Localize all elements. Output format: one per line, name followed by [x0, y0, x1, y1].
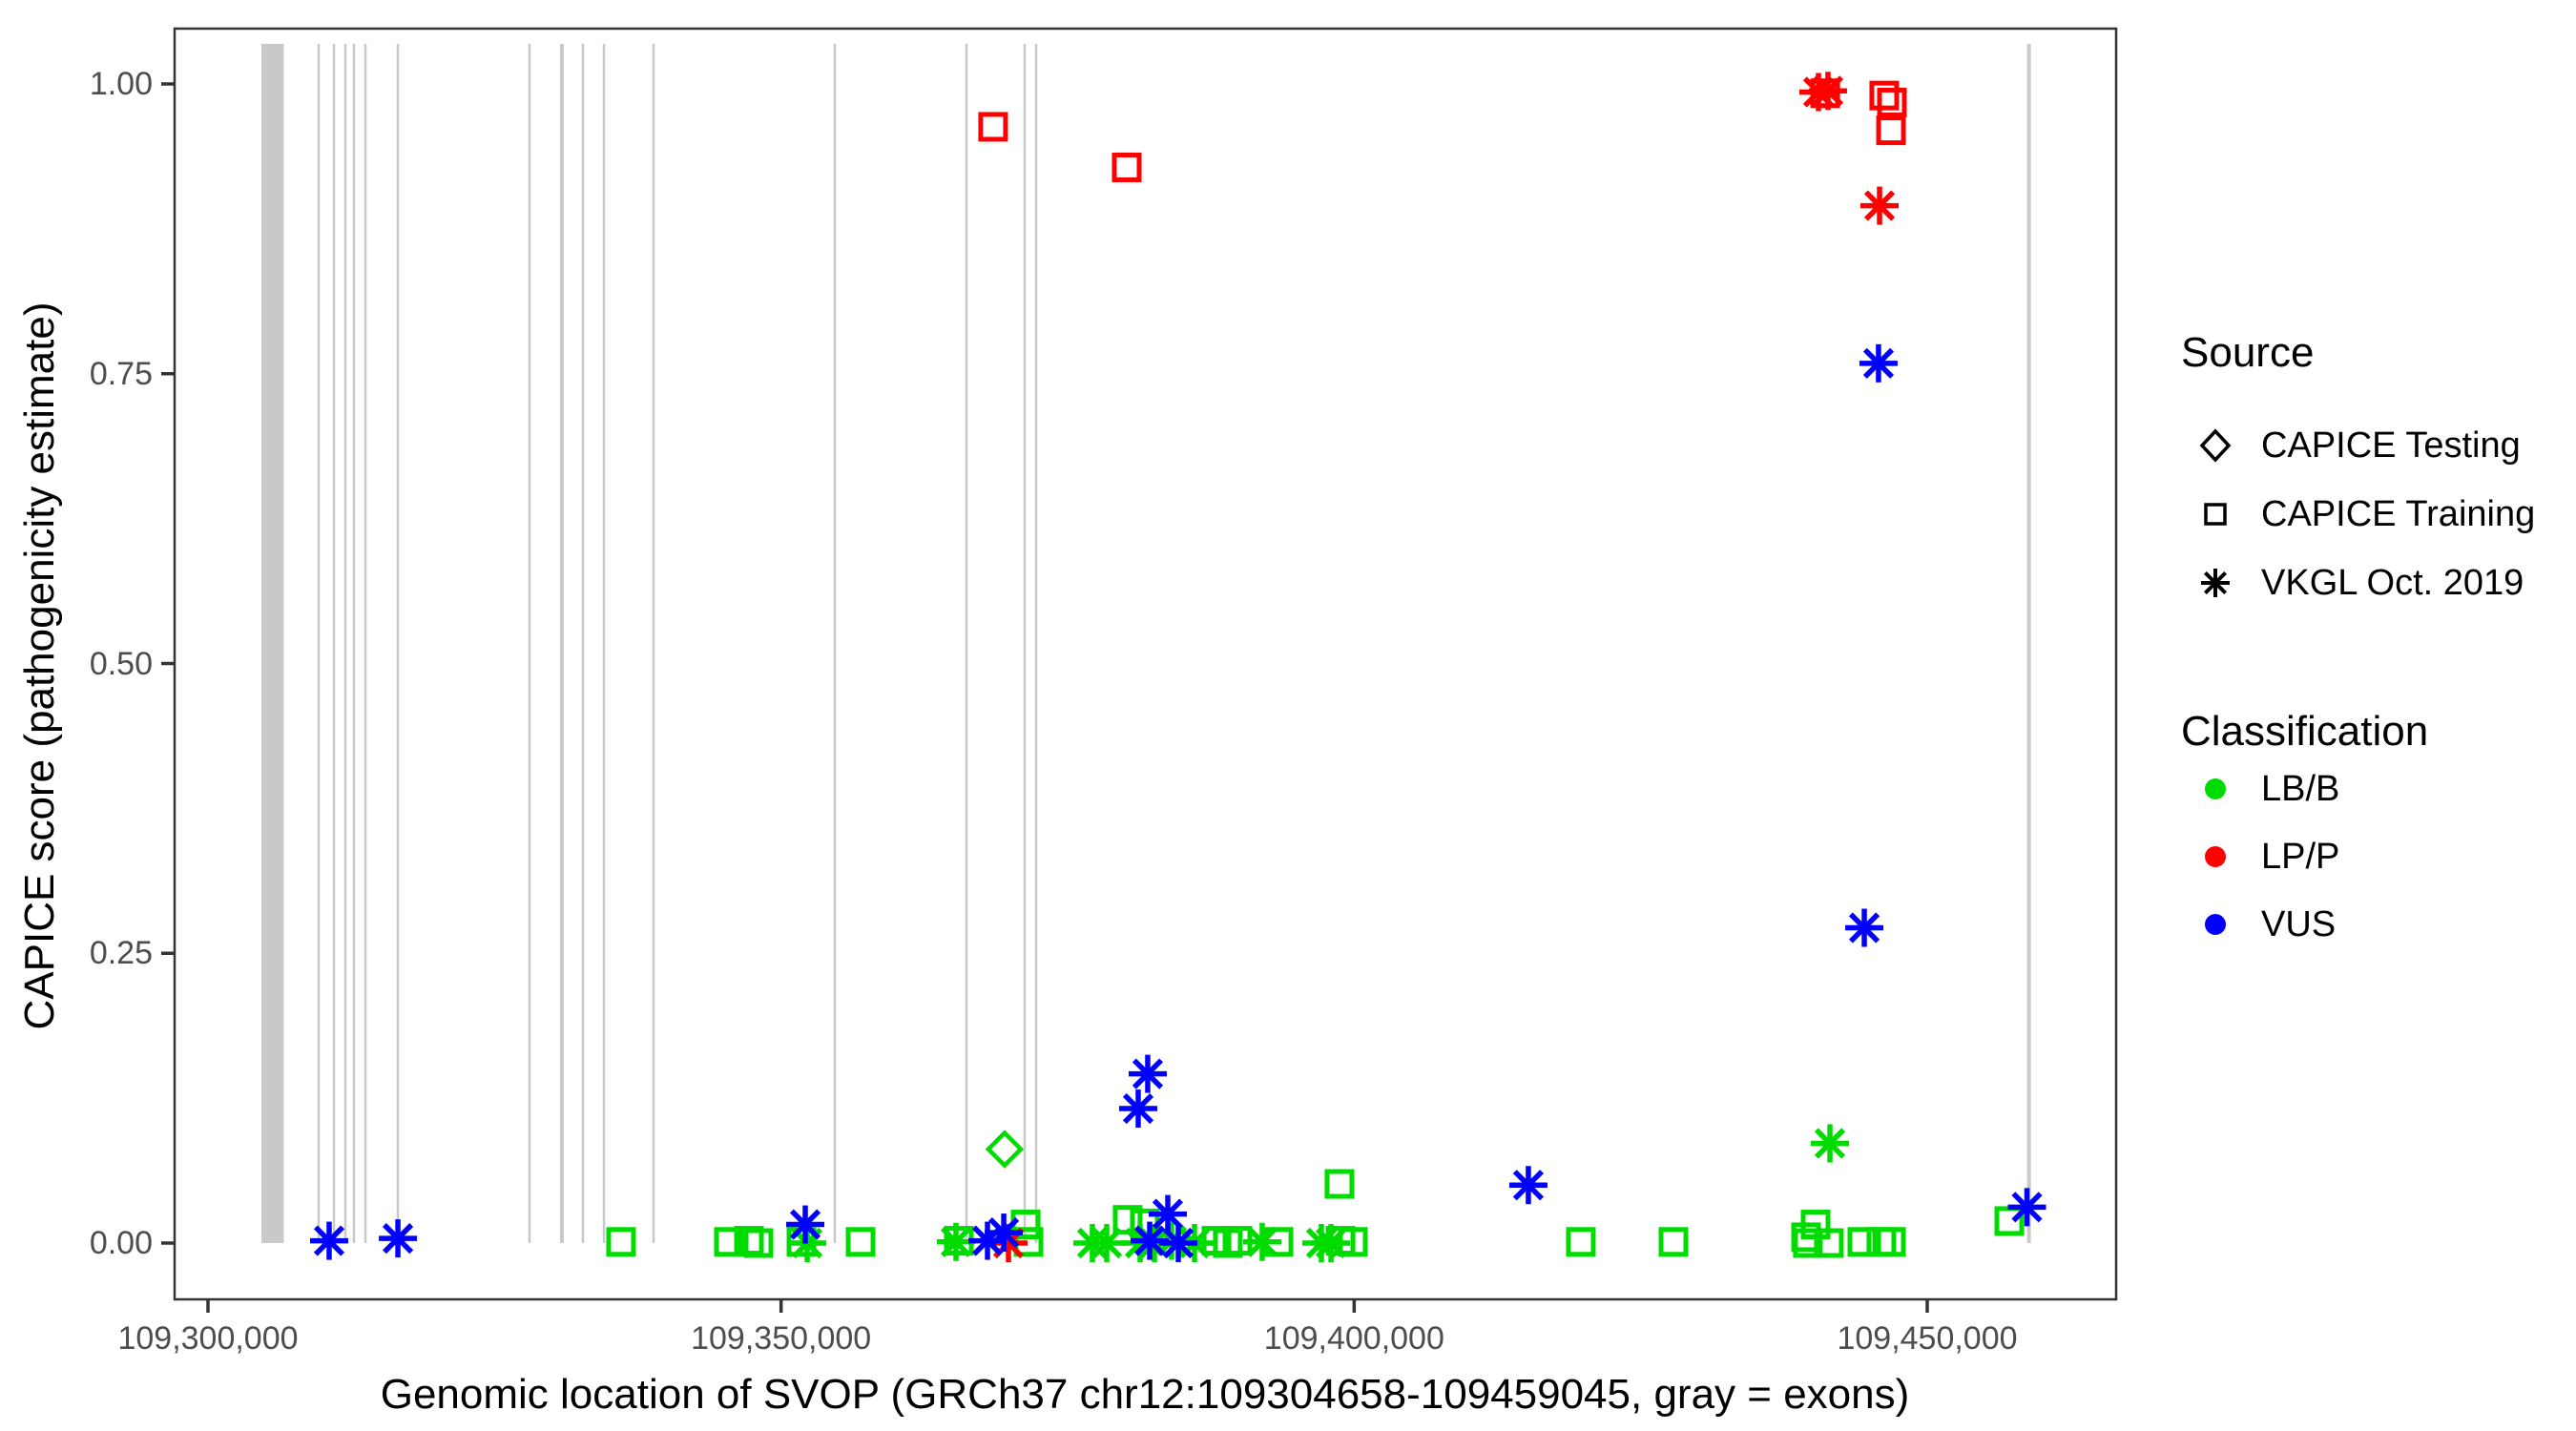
data-point-marker	[606, 1227, 636, 1257]
x-axis-tick-label: 109,350,000	[691, 1320, 872, 1357]
data-point-marker	[1133, 1225, 1166, 1256]
data-point-marker	[1152, 1198, 1184, 1230]
data-point-marker	[313, 1225, 345, 1256]
data-point-marker	[1162, 1227, 1195, 1259]
data-point-marker	[1122, 1092, 1154, 1125]
y-axis-tick-label: 0.75	[89, 355, 153, 392]
legend-source-item-capice-testing: CAPICE Testing	[2194, 411, 2521, 480]
data-point-marker	[1876, 1227, 1906, 1257]
color-dot-icon	[2205, 914, 2226, 935]
data-point-marker	[1814, 1128, 1846, 1159]
data-point-marker	[1812, 75, 1844, 107]
data-point-marker	[1863, 190, 1896, 221]
exon-segment	[352, 44, 356, 1243]
data-point-marker	[1246, 1226, 1278, 1257]
data-point-marker	[743, 1228, 774, 1258]
legend-source-item-vkgl-oct-2019: VKGL Oct. 2019	[2194, 549, 2524, 617]
legend-source-title: Source	[2181, 329, 2315, 376]
data-point-marker	[1793, 1228, 1823, 1258]
exon-segment	[1034, 44, 1038, 1243]
legend-item-label: LP/P	[2261, 836, 2340, 877]
data-point-marker	[1566, 1227, 1596, 1257]
data-point-marker	[987, 1216, 1020, 1249]
exon-segment	[343, 44, 347, 1243]
exon-segment	[528, 44, 531, 1243]
data-point-marker	[1847, 1227, 1878, 1257]
exon-segment	[332, 44, 336, 1243]
diamond-icon	[2199, 428, 2232, 463]
exon-segment	[965, 44, 968, 1243]
data-point-marker	[789, 1209, 821, 1240]
data-point-marker	[1111, 152, 1142, 182]
data-point-marker	[2011, 1192, 2043, 1223]
exon-segment	[602, 44, 606, 1243]
legend-item-label: CAPICE Testing	[2261, 425, 2521, 466]
data-point-marker	[1315, 1227, 1347, 1259]
square-icon	[2204, 503, 2227, 526]
legend-item-label: VUS	[2261, 903, 2337, 944]
x-axis-tick-label: 109,300,000	[117, 1320, 299, 1357]
exon-segment	[581, 44, 585, 1243]
data-point-marker	[382, 1223, 414, 1255]
exon-segment	[396, 44, 400, 1243]
data-point-marker	[1512, 1170, 1545, 1201]
exon-segment	[1023, 44, 1027, 1243]
data-point-marker	[1814, 1228, 1844, 1258]
data-point-marker	[714, 1227, 744, 1257]
data-point-marker	[1658, 1227, 1689, 1257]
y-axis-tick-label: 0.50	[89, 645, 153, 682]
data-point-marker	[1848, 912, 1880, 944]
y-axis-tick-label: 0.25	[89, 935, 153, 972]
data-point-marker	[1994, 1206, 2025, 1236]
data-point-marker	[978, 112, 1008, 142]
x-axis-tick-label: 109,400,000	[1263, 1320, 1444, 1357]
legend-item-label: LB/B	[2261, 768, 2340, 809]
legend-classification-item-lb-b: LB/B	[2194, 755, 2339, 823]
exon-segment	[2026, 44, 2031, 1243]
x-axis-tick-label: 109,450,000	[1837, 1320, 2018, 1357]
data-point-marker	[1091, 1227, 1123, 1259]
data-point-marker	[1869, 80, 1900, 111]
exon-segment	[560, 44, 564, 1243]
exon-segment	[364, 44, 367, 1243]
data-point-marker	[1862, 347, 1895, 379]
data-point-marker	[985, 1130, 1025, 1169]
legend-classification-item-vus: VUS	[2194, 890, 2336, 959]
x-axis-title: Genomic location of SVOP (GRCh37 chr12:1…	[380, 1371, 1910, 1418]
asterisk-icon	[2201, 569, 2230, 597]
legend-classification-title: Classification	[2181, 708, 2429, 755]
data-point-marker	[1876, 115, 1906, 146]
legend-classification-item-lp-p: LP/P	[2194, 822, 2339, 891]
data-point-marker	[940, 1226, 972, 1257]
data-point-marker	[1132, 1058, 1164, 1089]
exon-segment	[833, 44, 837, 1243]
y-axis-tick-label: 0.00	[89, 1225, 153, 1261]
color-dot-icon	[2205, 846, 2226, 867]
color-dot-icon	[2205, 778, 2226, 799]
y-axis-tick-label: 1.00	[89, 66, 153, 102]
legend-source-item-capice-training: CAPICE Training	[2194, 480, 2535, 549]
exon-segment	[317, 44, 321, 1243]
exon-segment	[652, 44, 655, 1243]
data-point-marker	[1877, 87, 1907, 117]
data-point-marker	[845, 1227, 876, 1257]
legend-item-label: CAPICE Training	[2261, 493, 2536, 534]
legend-item-label: VKGL Oct. 2019	[2261, 562, 2524, 603]
data-point-marker	[1324, 1169, 1355, 1199]
exon-segment	[260, 44, 284, 1243]
